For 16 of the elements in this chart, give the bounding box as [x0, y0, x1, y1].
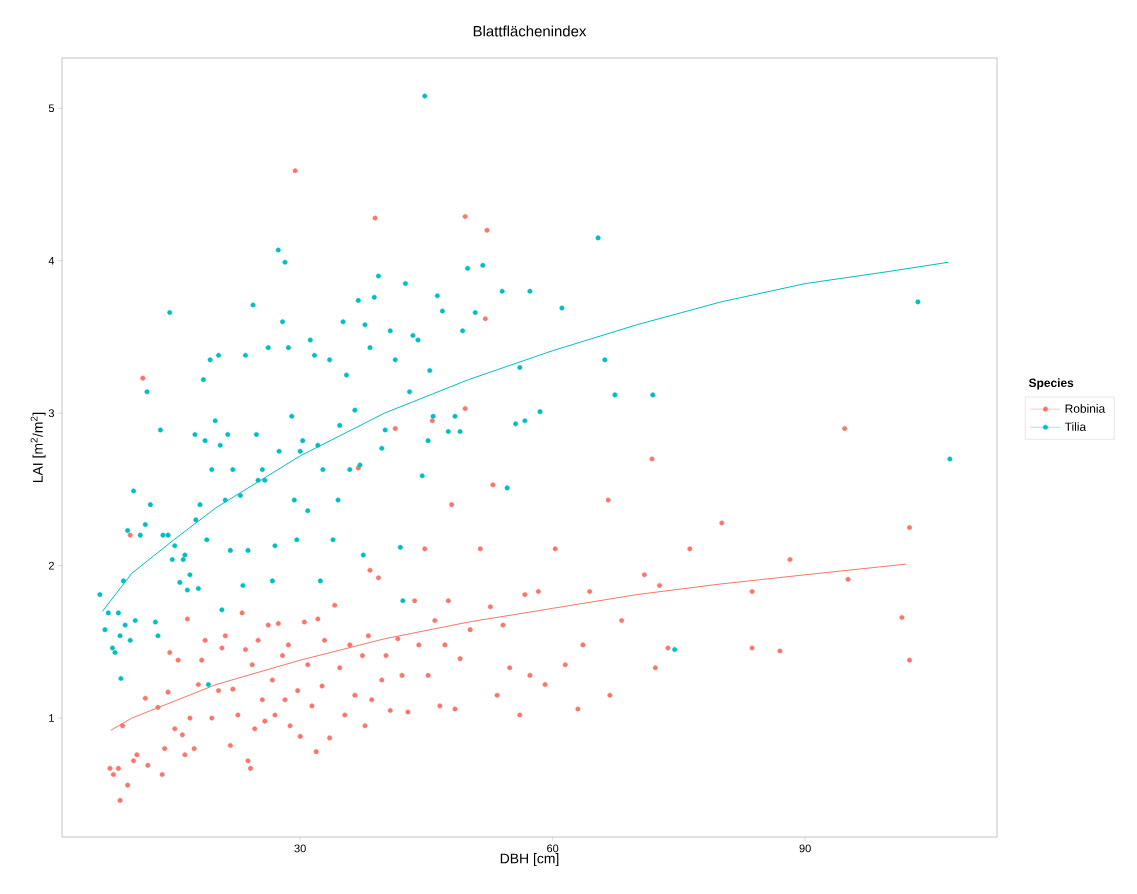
y-tick-label: 5 [48, 104, 55, 113]
x-tick-label: 90 [799, 844, 811, 853]
x-tick-label: 60 [547, 844, 559, 853]
y-tick-label: 2 [48, 561, 54, 570]
x-tick-label: 30 [294, 844, 306, 853]
y-axis-title: LAI [m$^{2}$/m$^{2}$] [30, 412, 46, 483]
legend-label: Robinia [1065, 404, 1106, 413]
legend-label: Tilia [1064, 422, 1087, 431]
legend-title: Species [1028, 378, 1074, 390]
line-series [101, 261, 949, 612]
line-series [110, 563, 907, 731]
y-tick-label: 3 [48, 409, 54, 418]
chart-title: Blattflächenindex [473, 25, 587, 37]
y-tick-label: 1 [49, 714, 54, 722]
x-axis-title: DBH [cm] [500, 853, 559, 867]
y-tick-label: 4 [48, 256, 55, 265]
